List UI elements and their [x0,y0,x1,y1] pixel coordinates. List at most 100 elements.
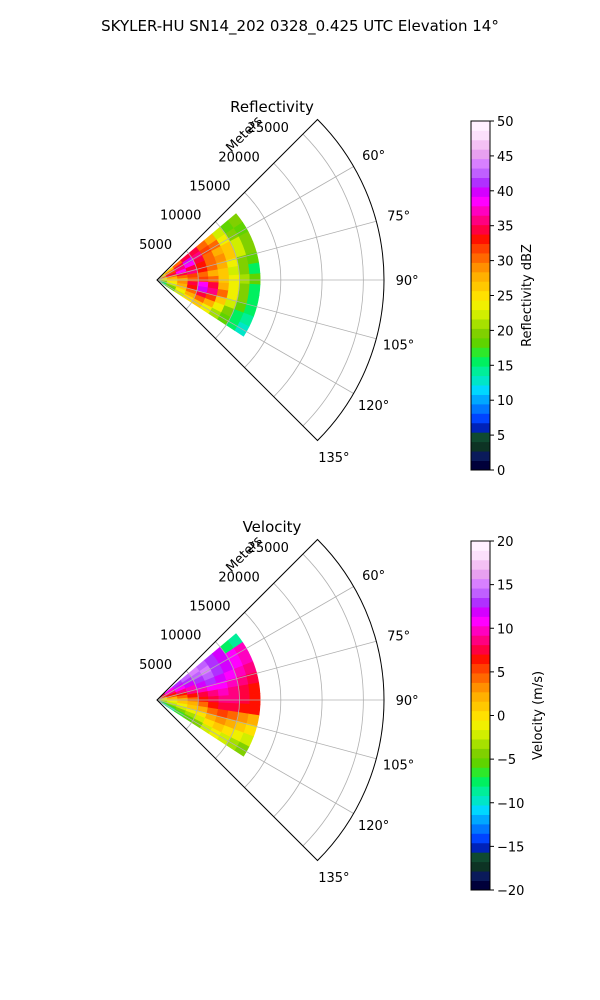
reflectivity-colorbar [470,120,491,471]
reflectivity-colorbar-segment [471,309,490,320]
reflectivity-data-cell [239,274,251,285]
reflectivity-colorbar-tick-label: 40 [497,185,514,200]
velocity-colorbar-segment [471,559,490,570]
reflectivity-colorbar-segment [471,271,490,282]
reflectivity-azimuth-tick-label: 105° [383,339,414,354]
reflectivity-sector-outline [156,118,385,442]
reflectivity-colorbar-tick-label: 35 [497,220,514,235]
reflectivity-azimuth-ticks: 60° 75° 90° 105° 120° 135° [318,149,418,466]
velocity-colorbar-segment [471,625,490,636]
reflectivity-colorbar-segment [471,168,490,178]
reflectivity-colorbar-tick-label: 15 [497,359,514,374]
reflectivity-colorbar-segment [471,224,490,235]
reflectivity-data-cell [228,274,240,285]
velocity-colorbar-segment [471,616,490,627]
velocity-colorbar-segment [471,833,490,844]
velocity-colorbar-tick-label: 5 [497,666,505,681]
reflectivity-colorbar-label: Reflectivity dBZ [520,244,535,347]
reflectivity-colorbar-segment [471,328,490,339]
velocity-azimuth-gridline [156,699,377,760]
velocity-colorbar-segment [471,786,490,797]
reflectivity-colorbar-segment [471,319,490,329]
reflectivity-colorbar-segment [471,451,490,461]
velocity-colorbar-segment [471,673,490,683]
reflectivity-colorbar-tick-label: 10 [497,394,514,409]
velocity-colorbar-segment [471,814,490,825]
velocity-data-cell [238,684,251,696]
reflectivity-colorbar-tick-label: 25 [497,290,514,305]
velocity-colorbar-tick-label: 15 [497,579,514,594]
reflectivity-colorbar-segment [471,253,490,263]
reflectivity-radial-tick-label: 20000 [218,150,259,165]
velocity-data-cell [248,682,261,695]
reflectivity-data-cell [238,264,251,276]
velocity-colorbar-segment [471,852,490,863]
velocity-colorbar-segment [471,748,490,759]
velocity-colorbar-segment [471,550,490,561]
reflectivity-sector-frame [156,118,385,442]
velocity-sector-frame [156,538,385,862]
velocity-colorbar-segment [471,757,490,768]
velocity-radial-tick-label: 10000 [160,629,201,644]
reflectivity-azimuth-gridline [156,220,377,281]
reflectivity-colorbar-segment [471,149,490,160]
reflectivity-colorbar-segment [471,139,490,150]
reflectivity-azimuth-gridline [156,279,377,340]
velocity-colorbar-segment [471,569,490,580]
reflectivity-colorbar-segment [471,394,490,405]
velocity-colorbar-segment [471,607,490,617]
reflectivity-colorbar-segment [471,281,490,292]
velocity-radial-ticks: 5000 10000 15000 20000 25000 [139,541,289,673]
reflectivity-colorbar-segment [471,187,490,197]
velocity-colorbar-segment [471,871,490,881]
reflectivity-data-cell [227,265,240,276]
velocity-colorbar-segment [471,720,490,731]
reflectivity-azimuth-tick-label: 75° [387,209,410,224]
reflectivity-azimuth-tick-label: 60° [362,149,385,164]
reflectivity-colorbar-segment [471,130,490,141]
reflectivity-data-cell [218,275,230,284]
reflectivity-colorbar-segment [471,158,490,169]
reflectivity-colorbar-segment [471,177,490,188]
velocity-colorbar-segment [471,805,490,815]
velocity-title: Velocity [243,518,302,536]
reflectivity-azimuth-tick-label: 135° [318,451,349,466]
reflectivity-colorbar-segment [471,196,490,207]
velocity-azimuth-tick-label: 75° [387,629,410,644]
velocity-azimuth-tick-label: 105° [383,759,414,774]
reflectivity-data-cell [248,262,261,275]
velocity-colorbar-tick-label: −15 [497,840,524,855]
velocity-radial-tick-label: 25000 [248,541,289,556]
reflectivity-data-cell [248,283,261,296]
reflectivity-data-cell [217,267,230,277]
velocity-azimuth-tick-label: 60° [362,569,385,584]
reflectivity-colorbar-segment [471,413,490,424]
reflectivity-colorbar-ticks: 0 5 10 15 20 25 30 35 40 45 50 [490,115,514,479]
reflectivity-colorbar-segment [471,356,490,367]
velocity-colorbar-tick-label: −10 [497,797,524,812]
velocity-grid [156,553,384,847]
velocity-colorbar-segment [471,663,490,674]
reflectivity-data-cell [249,273,261,285]
velocity-colorbar-segment [471,701,490,712]
reflectivity-colorbar-segment [471,432,490,443]
reflectivity-colorbar-tick-label: 45 [497,150,514,165]
velocity-colorbar-segment [471,682,490,693]
reflectivity-data-cell [197,276,209,283]
velocity-colorbar-segment [471,776,490,787]
reflectivity-colorbar-tick-label: 50 [497,115,514,130]
velocity-data-cell [218,695,230,704]
reflectivity-colorbar-segment [471,215,490,226]
velocity-colorbar-segment [471,767,490,778]
velocity-colorbar-segment [471,588,490,598]
velocity-colorbar-tick-label: −20 [497,884,524,899]
velocity-azimuth-gridline [156,699,354,814]
reflectivity-colorbar-segment [471,243,490,254]
velocity-colorbar-label: Velocity (m/s) [531,671,546,760]
reflectivity-azimuth-tick-label: 120° [358,399,389,414]
velocity-panel: Velocity 5000 10000 15000 20000 25000 60° 75°… [139,518,546,899]
reflectivity-radial-tick-label: 5000 [139,238,172,253]
reflectivity-colorbar-segment [471,290,490,301]
reflectivity-colorbar-tick-label: 30 [497,255,514,270]
